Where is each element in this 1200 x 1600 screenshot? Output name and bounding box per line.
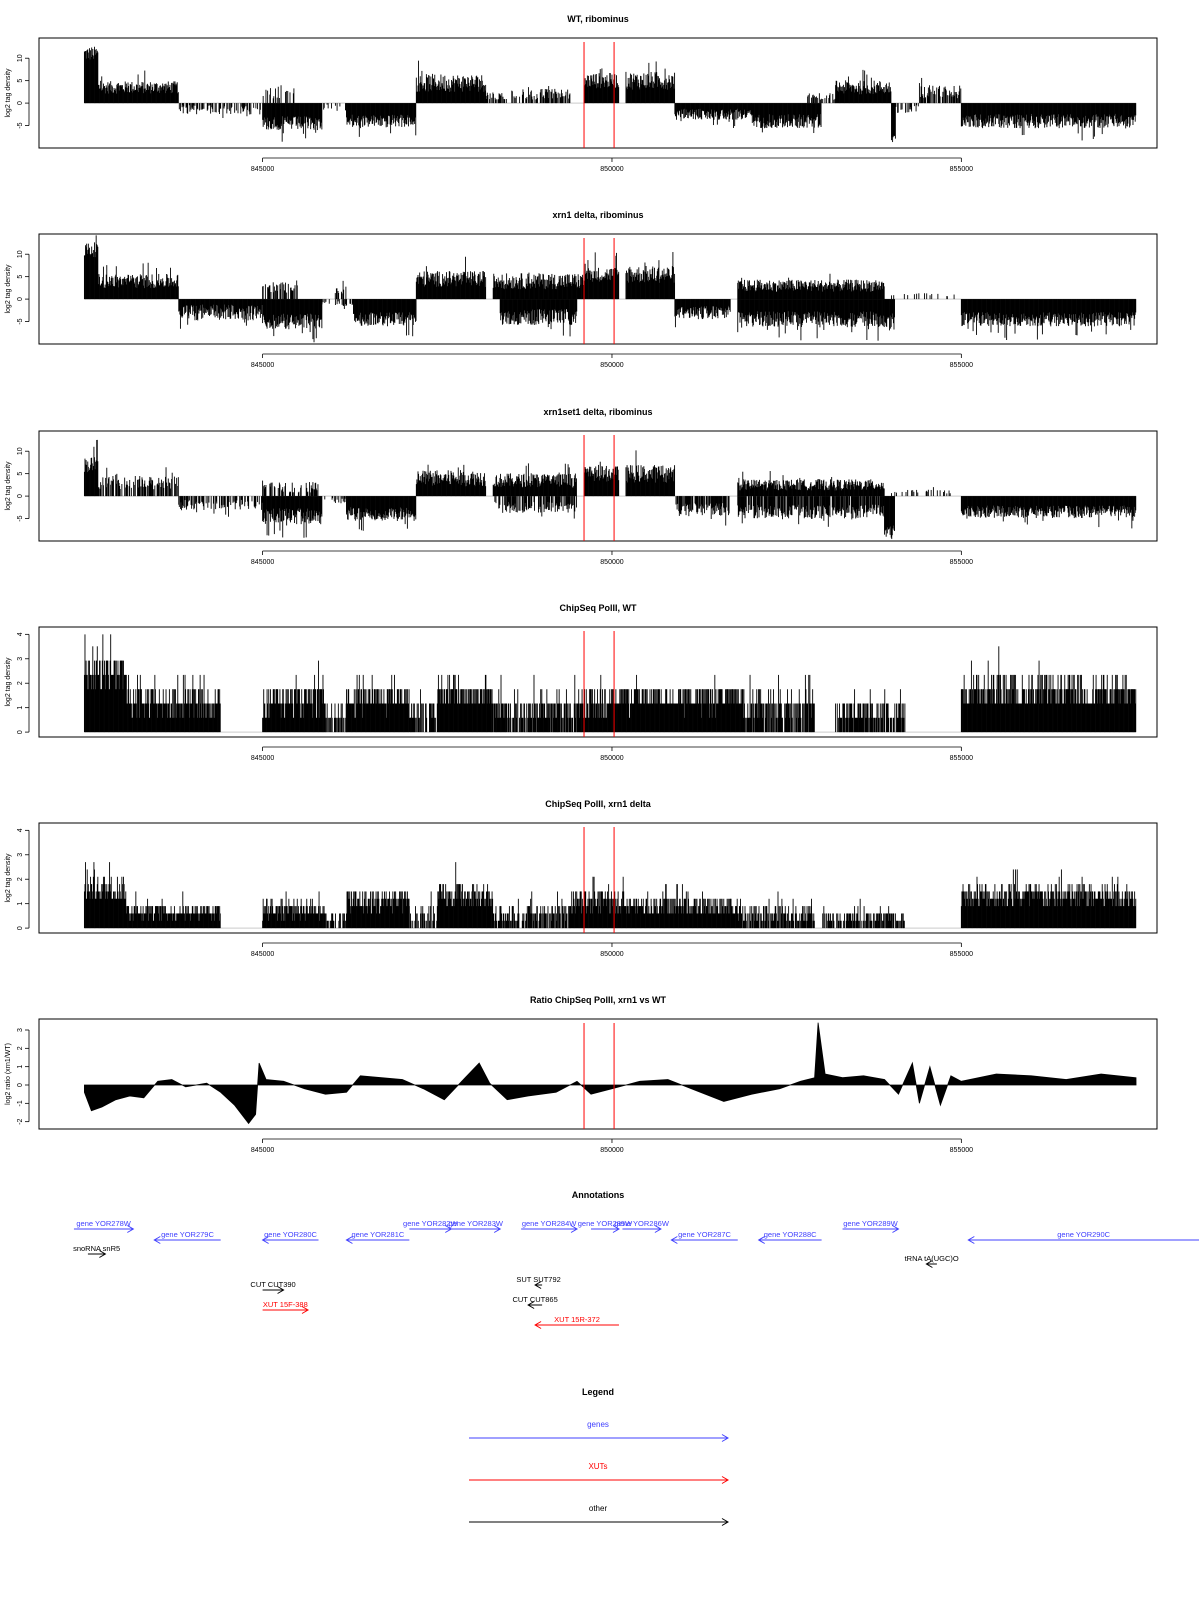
panel-3: xrn1set1 delta, ribominus -5 0 5 10 log2 tag …: [5, 407, 1158, 566]
y-tick-label: -5: [17, 122, 24, 128]
y-tick-label: 10: [17, 250, 24, 258]
data-series: [83, 46, 1137, 143]
plot-frame: [38, 430, 1158, 542]
y-tick-label: 5: [17, 472, 24, 476]
panel-2: xrn1 delta, ribominus -5 0 5 10 log2 tag dens…: [5, 210, 1158, 369]
x-axis: 845000 850000 855000: [251, 550, 973, 566]
y-axis: -5 0 5 10 log2 tag density: [5, 447, 30, 522]
y-axis-label: log2 tag density: [5, 461, 12, 511]
y-tick-label: 0: [17, 494, 24, 498]
y-tick-label: 0: [17, 297, 24, 301]
panel-title: WT, ribominus: [567, 14, 629, 24]
y-axis-label: log2 tag density: [5, 264, 12, 314]
x-tick-label: 850000: [600, 559, 623, 566]
data-series: [83, 439, 1137, 540]
x-tick-label: 850000: [600, 166, 623, 173]
y-axis: -5 0 5 10 log2 tag density: [5, 54, 30, 129]
y-tick-label: -5: [17, 318, 24, 324]
panel-1: WT, ribominus -5 0 5 10 log2 tag density 84500…: [5, 14, 1158, 173]
x-tick-label: 845000: [251, 362, 274, 369]
y-tick-label: 10: [17, 447, 24, 455]
plot-frame: [38, 233, 1158, 345]
data-series: [83, 235, 1137, 343]
y-tick-label: 5: [17, 275, 24, 279]
y-axis-label: log2 tag density: [5, 68, 12, 118]
x-tick-label: 845000: [251, 166, 274, 173]
x-axis: 845000 850000 855000: [251, 157, 973, 173]
y-tick-label: 10: [17, 54, 24, 62]
x-tick-label: 855000: [950, 559, 973, 566]
panel-title: xrn1 delta, ribominus: [552, 210, 643, 220]
y-tick-label: 0: [17, 101, 24, 105]
panel-title: xrn1set1 delta, ribominus: [543, 407, 652, 417]
x-tick-label: 845000: [251, 559, 274, 566]
plot-frame: [38, 37, 1158, 149]
y-axis: -5 0 5 10 log2 tag density: [5, 250, 30, 325]
x-axis: 845000 850000 855000: [251, 353, 973, 369]
y-tick-label: -5: [17, 515, 24, 521]
y-tick-label: 5: [17, 79, 24, 83]
x-tick-label: 855000: [950, 166, 973, 173]
x-tick-label: 855000: [950, 362, 973, 369]
x-tick-label: 850000: [600, 362, 623, 369]
